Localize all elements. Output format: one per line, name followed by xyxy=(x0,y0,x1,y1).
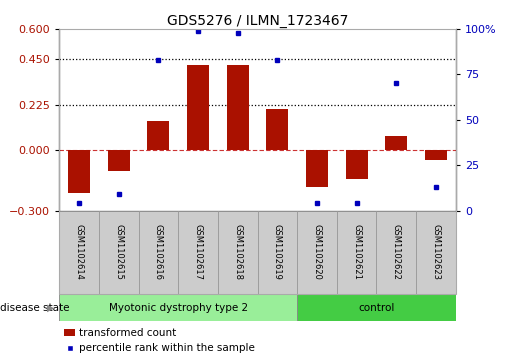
Bar xyxy=(266,109,288,150)
Text: GSM1102616: GSM1102616 xyxy=(154,224,163,280)
Text: ▶: ▶ xyxy=(46,303,54,313)
Bar xyxy=(59,211,99,294)
Text: GSM1102614: GSM1102614 xyxy=(75,224,83,280)
Text: GSM1102621: GSM1102621 xyxy=(352,224,361,280)
Bar xyxy=(59,294,297,321)
Bar xyxy=(258,211,297,294)
Bar xyxy=(416,211,456,294)
Legend: transformed count, percentile rank within the sample: transformed count, percentile rank withi… xyxy=(64,328,255,354)
Bar xyxy=(227,65,249,150)
Text: GSM1102617: GSM1102617 xyxy=(194,224,202,280)
Text: GSM1102615: GSM1102615 xyxy=(114,224,123,280)
Bar xyxy=(68,150,90,193)
Bar xyxy=(297,211,337,294)
Bar xyxy=(346,150,368,179)
Bar xyxy=(218,211,258,294)
Text: GSM1102618: GSM1102618 xyxy=(233,224,242,280)
Bar xyxy=(376,211,416,294)
Bar xyxy=(147,121,169,150)
Bar xyxy=(187,65,209,150)
Bar xyxy=(178,211,218,294)
Text: GSM1102620: GSM1102620 xyxy=(313,224,321,280)
Text: control: control xyxy=(358,303,394,313)
Bar xyxy=(385,136,407,150)
Bar xyxy=(425,150,447,160)
Text: GSM1102623: GSM1102623 xyxy=(432,224,440,280)
Text: GSM1102619: GSM1102619 xyxy=(273,224,282,280)
Text: GSM1102622: GSM1102622 xyxy=(392,224,401,280)
Text: Myotonic dystrophy type 2: Myotonic dystrophy type 2 xyxy=(109,303,248,313)
Bar xyxy=(99,211,139,294)
Bar xyxy=(337,211,376,294)
Title: GDS5276 / ILMN_1723467: GDS5276 / ILMN_1723467 xyxy=(167,14,348,28)
Bar xyxy=(139,211,178,294)
Bar xyxy=(306,150,328,187)
Bar xyxy=(297,294,456,321)
Bar xyxy=(108,150,130,171)
Text: disease state: disease state xyxy=(0,303,70,313)
